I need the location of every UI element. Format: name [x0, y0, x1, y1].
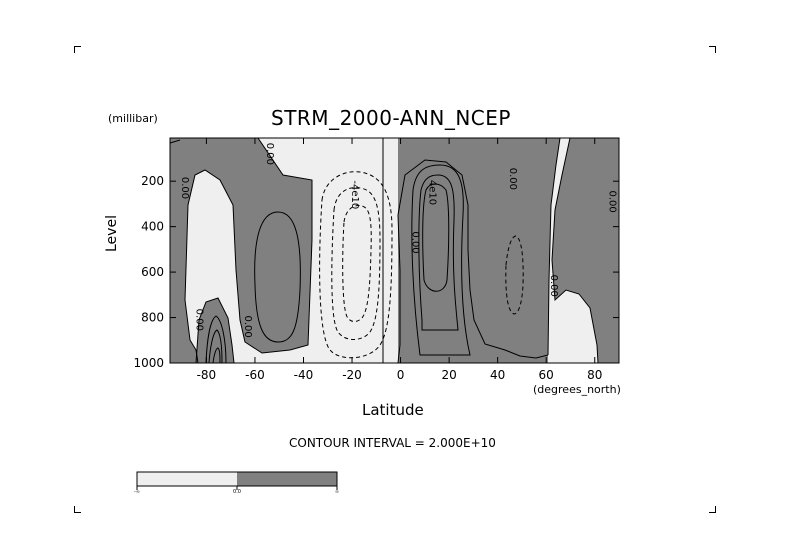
x-tick-label: 40 — [490, 368, 505, 382]
negative-region-strip — [383, 138, 398, 363]
x-tick-label: 60 — [539, 368, 554, 382]
positive-region-south-inner — [196, 298, 234, 363]
positive-region-northern — [383, 138, 560, 363]
contour-interval-text: CONTOUR INTERVAL = 2.000E+10 — [289, 436, 496, 450]
y-units-label: (millibar) — [108, 112, 158, 125]
negative-contours — [319, 171, 524, 359]
x-tick-label: -40 — [294, 368, 314, 382]
contour-label: 0.00 — [548, 275, 559, 297]
y-tick-label: 600 — [141, 265, 164, 279]
contour-label: 0.00 — [194, 309, 205, 331]
y-tick-label: 800 — [141, 311, 164, 325]
zero-contours — [169, 137, 599, 364]
y-ticks: 200 400 600 800 1000 — [133, 174, 619, 370]
colorbar-label-max: ∞ — [335, 489, 339, 495]
x-ticks: -80 -60 -40 -20 0 20 40 60 80 — [197, 138, 602, 382]
y-tick-label: 1000 — [133, 356, 164, 370]
x-axis-label: Latitude — [362, 401, 424, 419]
contour-label: -4e10 — [349, 180, 360, 209]
plot-frame — [169, 137, 620, 364]
x-tick-label: 20 — [441, 368, 456, 382]
colorbar-label-zero: 0.0 — [233, 489, 241, 495]
x-tick-label: 80 — [587, 368, 602, 382]
crop-mark-top-left — [74, 46, 81, 53]
x-tick-label: -20 — [342, 368, 362, 382]
crop-mark-bottom-left — [74, 506, 81, 513]
contour-label: 0.00 — [606, 191, 617, 213]
colorbar-negative — [137, 472, 237, 486]
contour-label: 0.00 — [264, 143, 275, 165]
positive-region-south-polar — [170, 138, 312, 363]
x-units-label: (degrees_north) — [533, 383, 621, 396]
contour-label: 0.00 — [410, 231, 421, 253]
contour-label: 0.00 — [507, 168, 518, 190]
y-tick-label: 200 — [141, 174, 164, 188]
contour-label: 0.00 — [179, 177, 190, 199]
crop-mark-bottom-right — [709, 506, 716, 513]
chart-title: STRM_2000-ANN_NCEP — [271, 106, 511, 130]
contour-labels: 0.00 0.00 0.00 0.00 -4e10 4e10 0.00 0.00 0.00 0.0… — [179, 143, 617, 338]
plot-area: -80 -60 -40 -20 0 20 40 60 80 200 400 600 800 1000 0… — [133, 137, 620, 382]
positive-region-north-polar — [552, 138, 619, 363]
contour-label: 0.00 — [242, 316, 253, 338]
colorbar: -∞ 0.0 ∞ — [134, 471, 339, 495]
positive-region-equator — [398, 160, 548, 363]
colorbar-positive — [237, 472, 337, 486]
colorbar-label-min: -∞ — [134, 489, 140, 495]
positive-contours — [205, 164, 471, 364]
x-tick-label: -80 — [197, 368, 217, 382]
contour-label: 4e10 — [427, 180, 438, 205]
crop-mark-top-right — [709, 46, 716, 53]
x-tick-label: -60 — [245, 368, 265, 382]
x-tick-label: 0 — [397, 368, 405, 382]
y-tick-label: 400 — [141, 220, 164, 234]
